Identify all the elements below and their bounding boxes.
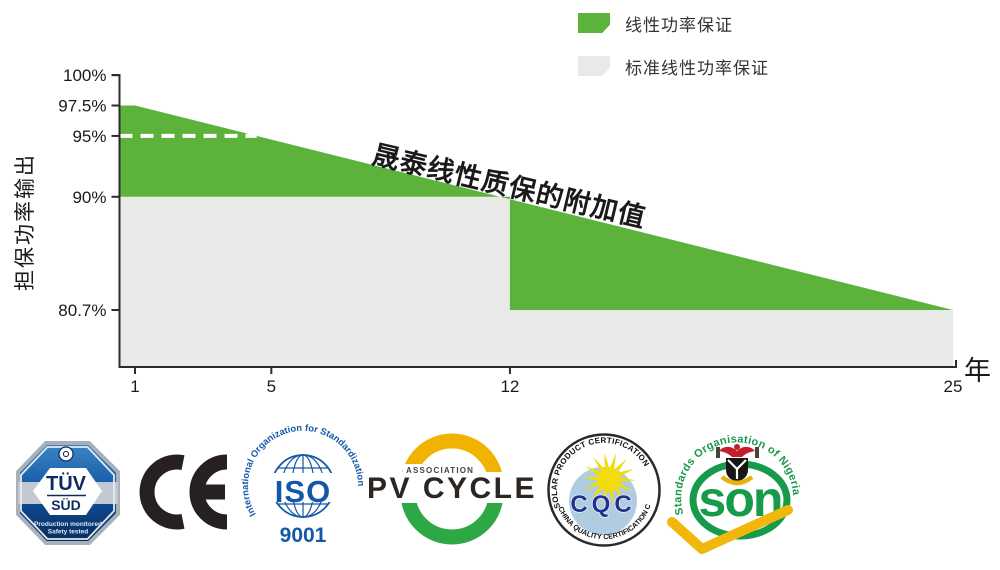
x-axis-unit: 年 <box>964 356 991 386</box>
x-tick-label: 5 <box>267 377 276 396</box>
x-axis-ticks: 1 5 12 25 <box>130 367 962 396</box>
x-tick-label: 12 <box>500 377 519 396</box>
tuv-inner-rim <box>20 446 115 540</box>
linear-warranty-area <box>119 105 953 310</box>
legend-swatch-linear <box>578 13 610 33</box>
tuv-tagline-1: Production monitored <box>34 521 102 528</box>
x-tick-label: 1 <box>130 377 139 396</box>
legend-label-linear: 线性功率保证 <box>625 15 733 35</box>
tuv-region: SÜD <box>51 497 81 513</box>
y-tick-label: 90% <box>72 188 106 207</box>
pvcycle-association: ASSOCIATION <box>406 466 474 475</box>
son-logo: Standards Organisation of Nigeria SON <box>667 433 802 554</box>
tuv-tagline-2: Safety tested <box>48 529 88 536</box>
y-tick-label: 80.7% <box>58 301 106 320</box>
ce-letter-c <box>139 454 185 530</box>
ce-mark-logo <box>139 454 228 530</box>
pvcycle-green-arc <box>400 492 504 545</box>
iso-number: 9001 <box>280 524 327 547</box>
certification-logos: TÜV SÜD Production monitored Safety test… <box>0 420 802 554</box>
legend-swatch-standard <box>578 56 610 76</box>
standard-warranty-area <box>119 196 953 367</box>
eagle-icon <box>719 446 755 457</box>
pv-cycle-logo: ASSOCIATION PV CYCLE <box>367 433 538 545</box>
cqc-sun-icon <box>582 452 636 506</box>
iso-9001-logo: ISO International Organization for Stand… <box>240 423 366 547</box>
son-checkmark-icon <box>667 505 793 554</box>
chart-legend: 线性功率保证 标准线性功率保证 <box>578 13 769 99</box>
pvcycle-name: PV CYCLE <box>367 472 537 505</box>
tuv-sud-logo: TÜV SÜD Production monitored Safety test… <box>16 441 120 545</box>
tuv-white-panel <box>33 468 102 515</box>
cqc-name: CQC <box>570 491 635 518</box>
iso-name: ISO <box>275 474 331 509</box>
nigeria-coat-of-arms-icon <box>716 444 759 486</box>
legend-label-standard: 标准线性功率保证 <box>625 58 769 78</box>
tuv-name: TÜV <box>46 472 87 495</box>
ce-letter-e-arc <box>189 454 228 530</box>
y-axis-title: 担保功率输出 <box>14 153 37 291</box>
y-tick-label: 100% <box>63 66 106 85</box>
tuv-emblem-icon <box>58 446 74 462</box>
legend-item-standard: 标准线性功率保证 <box>578 56 769 78</box>
y-tick-label: 95% <box>72 127 106 146</box>
warranty-chart: 100%97.5%95%90%80.7% 1 5 12 25 年 担保功率输出 晟泰线… <box>14 66 991 396</box>
y-tick-label: 97.5% <box>58 97 106 116</box>
y-axis-ticks: 100% 97.5% 95% 90% 80.7% <box>58 66 120 320</box>
legend-item-linear: 线性功率保证 <box>578 13 769 35</box>
x-tick-label: 25 <box>944 377 963 396</box>
